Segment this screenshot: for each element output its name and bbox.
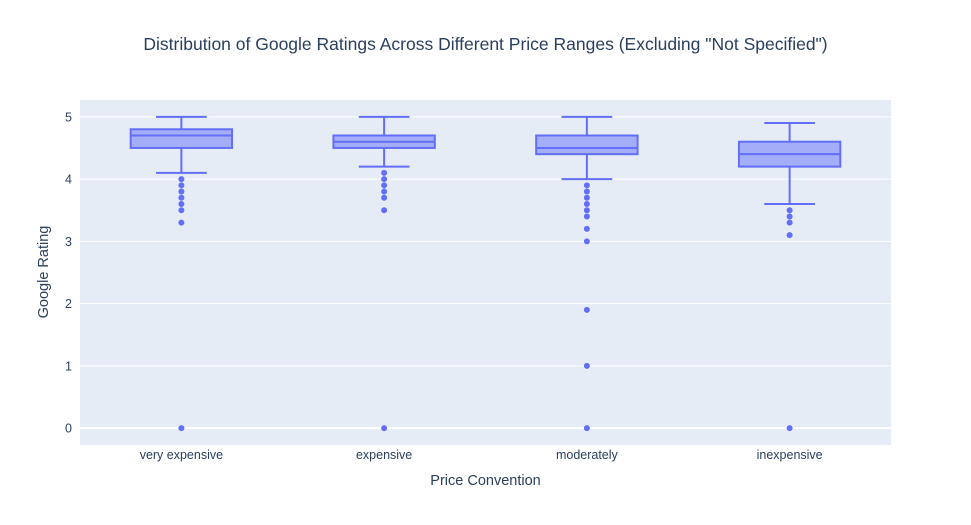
outlier-point (178, 425, 185, 432)
y-tick-label: 0 (65, 422, 72, 436)
outlier-point (583, 188, 590, 195)
outlier-point (381, 169, 388, 176)
outlier-point (583, 225, 590, 232)
x-axis-ticks: very expensive expensive moderately inexpen… (140, 448, 823, 462)
outlier-point (786, 213, 793, 220)
outlier-point (583, 362, 590, 369)
outlier-point (178, 207, 185, 214)
outlier-point (178, 194, 185, 201)
x-tick-label: very expensive (140, 448, 223, 462)
outlier-point (381, 188, 388, 195)
outlier-point (786, 219, 793, 226)
boxes (129, 115, 842, 432)
outlier-point (786, 232, 793, 239)
box-expensive (332, 115, 436, 432)
x-axis-title: Price Convention (430, 473, 540, 489)
x-tick-label: moderately (556, 448, 619, 462)
y-axis-title: Google Rating (36, 226, 52, 319)
outlier-point (583, 207, 590, 214)
outlier-point (178, 188, 185, 195)
outlier-point (583, 200, 590, 207)
outlier-point (381, 182, 388, 189)
x-tick-label: inexpensive (757, 448, 823, 462)
y-axis-ticks: 0 1 2 3 4 5 (65, 110, 72, 435)
outlier-point (786, 207, 793, 214)
outlier-point (583, 213, 590, 220)
chart-title: Distribution of Google Ratings Across Di… (143, 34, 828, 54)
outlier-point (583, 194, 590, 201)
outlier-point (178, 200, 185, 207)
y-tick-label: 3 (65, 235, 72, 249)
outlier-point (381, 207, 388, 214)
outlier-point (178, 176, 185, 183)
outlier-point (381, 194, 388, 201)
y-tick-label: 5 (65, 110, 72, 124)
y-tick-label: 1 (65, 359, 72, 373)
x-tick-label: expensive (356, 448, 412, 462)
outlier-point (178, 182, 185, 189)
box-moderately (535, 115, 639, 432)
gridlines (80, 116, 891, 430)
outlier-point (786, 425, 793, 432)
outlier-point (583, 238, 590, 245)
outlier-point (583, 306, 590, 313)
outlier-point (381, 176, 388, 183)
y-tick-label: 4 (65, 173, 72, 187)
outlier-point (583, 182, 590, 189)
outlier-point (178, 219, 185, 226)
y-tick-label: 2 (65, 297, 72, 311)
iqr-box (129, 128, 234, 149)
box-very-expensive (129, 115, 234, 432)
iqr-box (535, 134, 639, 156)
box-inexpensive (737, 122, 842, 432)
outlier-point (583, 425, 590, 432)
outlier-point (381, 425, 388, 432)
